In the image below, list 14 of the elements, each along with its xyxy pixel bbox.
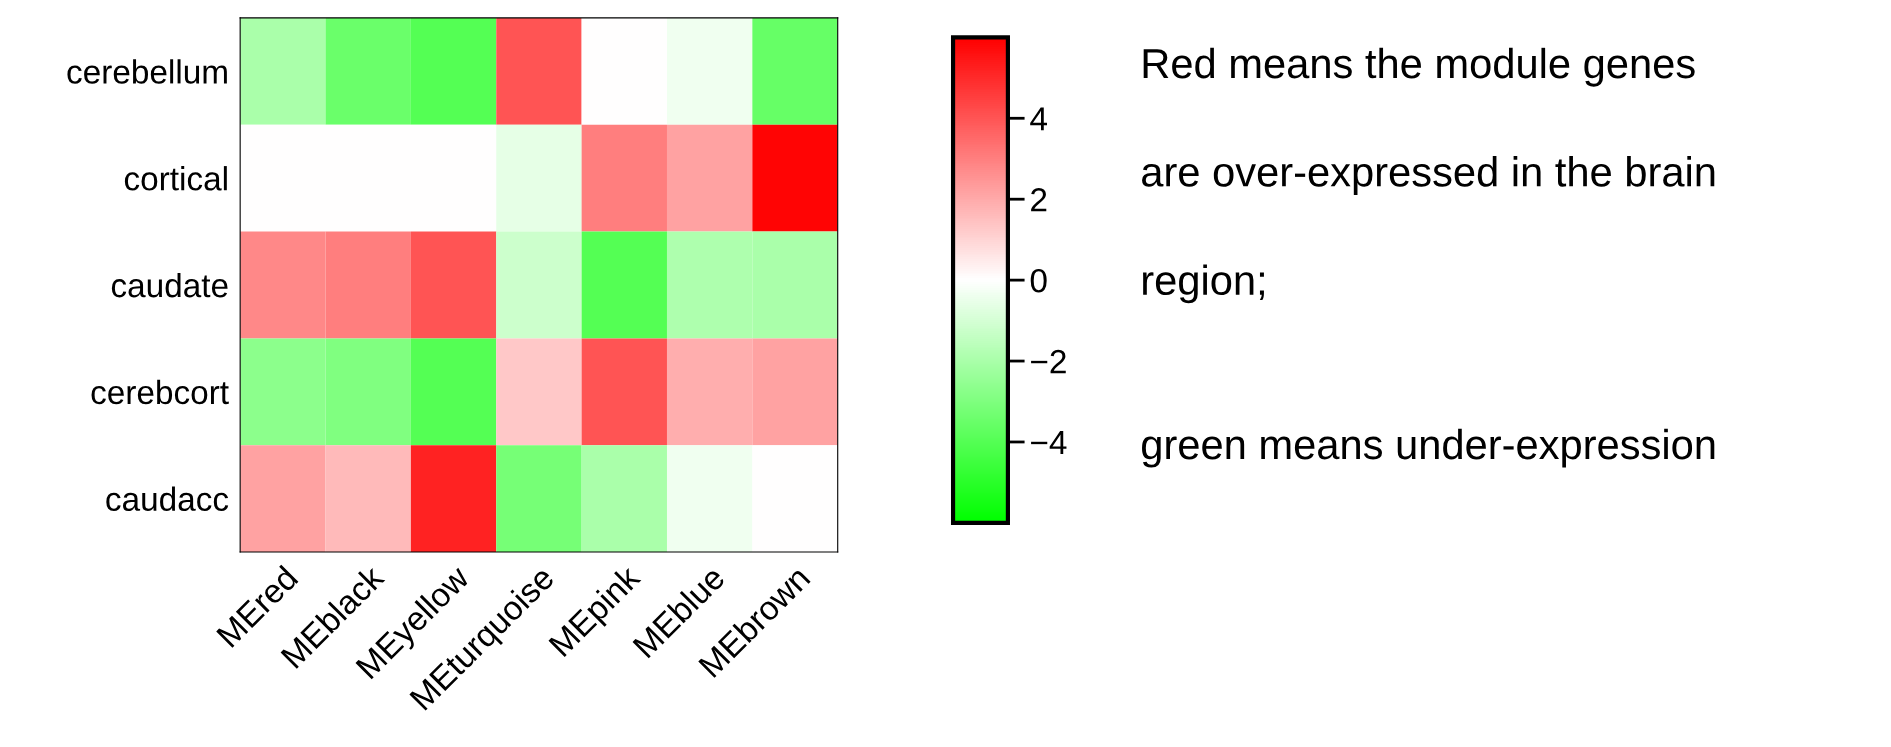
y-tick-label: caudate: [111, 272, 228, 298]
color-bar-label: −2: [1031, 349, 1066, 374]
color-bar-label: 4: [1030, 107, 1047, 131]
y-tick-label: cerebcort: [91, 379, 229, 405]
y-tick-label: cortical: [124, 166, 227, 191]
y-tick-label: cerebellum: [67, 59, 227, 84]
text: region;: [1143, 264, 1264, 304]
color-bar-label: 0: [1030, 268, 1047, 293]
y-tick-label: caudacc: [106, 486, 229, 512]
color-bar-label: 2: [1031, 188, 1047, 212]
text: are over-expressed in the brain: [1142, 156, 1715, 195]
color-bar-label: −4: [1031, 431, 1067, 455]
text: Red means the module genes: [1143, 47, 1695, 87]
text: green means under-expression: [1142, 428, 1715, 468]
